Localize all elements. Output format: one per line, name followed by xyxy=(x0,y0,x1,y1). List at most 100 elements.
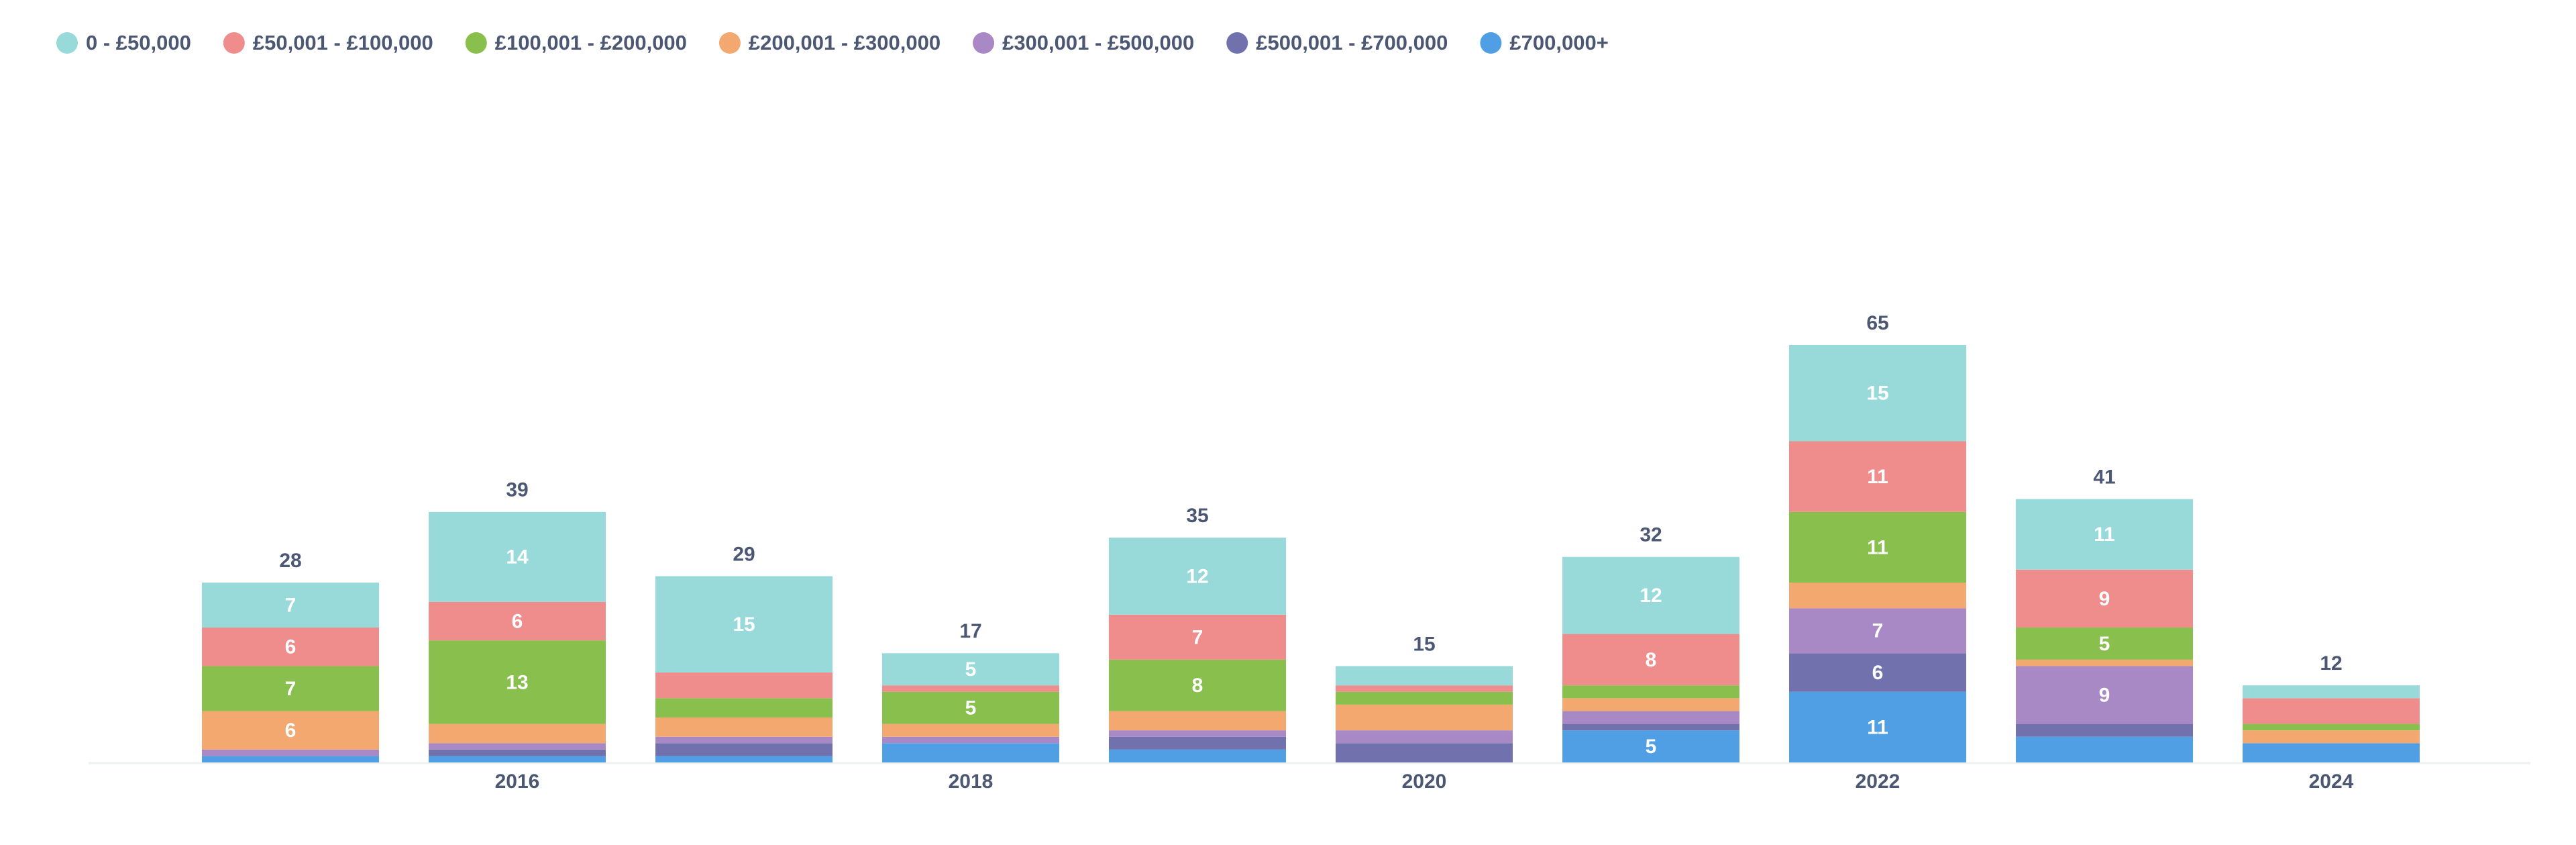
bar-segment[interactable] xyxy=(1562,634,1739,686)
bar-segment[interactable] xyxy=(2016,724,2193,737)
bar-segment[interactable] xyxy=(882,685,1059,692)
bar-segment[interactable] xyxy=(1562,711,1739,724)
bar-segment[interactable] xyxy=(1336,691,1513,705)
bar-segment[interactable] xyxy=(2016,499,2193,570)
x-tick-label: 2018 xyxy=(949,771,994,793)
bar-segment[interactable] xyxy=(1789,511,1966,583)
segment-label: 5 xyxy=(1646,736,1657,758)
segment-label: 8 xyxy=(1646,649,1657,671)
bar-segment[interactable] xyxy=(1562,730,1739,762)
bar-segment[interactable] xyxy=(1562,556,1739,634)
bar-segment[interactable] xyxy=(655,698,833,718)
bar-segment[interactable] xyxy=(429,756,606,762)
bar-segment[interactable] xyxy=(1336,743,1513,762)
legend-label[interactable]: £300,001 - £500,000 xyxy=(1002,31,1194,54)
bar-segment[interactable] xyxy=(202,749,379,756)
bar-segment[interactable] xyxy=(882,691,1059,724)
segment-label: 7 xyxy=(285,678,297,700)
bar-segment[interactable] xyxy=(1109,538,1286,615)
bar-segment[interactable] xyxy=(1109,614,1286,660)
segment-label: 15 xyxy=(733,613,755,636)
segment-label: 11 xyxy=(1867,536,1888,558)
segment-label: 13 xyxy=(506,671,528,693)
legend-swatch xyxy=(465,32,487,54)
bar-segment[interactable] xyxy=(429,601,606,641)
bar-segment[interactable] xyxy=(882,736,1059,744)
bar-segment[interactable] xyxy=(1336,704,1513,731)
segment-label: 15 xyxy=(1866,383,1888,405)
bar-segment[interactable] xyxy=(882,743,1059,762)
bar-segment[interactable] xyxy=(655,576,833,673)
legend-label[interactable]: £50,001 - £100,000 xyxy=(253,31,433,54)
bar-segment[interactable] xyxy=(1109,711,1286,731)
bar-segment[interactable] xyxy=(2016,666,2193,724)
bar-segment[interactable] xyxy=(2016,736,2193,762)
bar-segment[interactable] xyxy=(655,736,833,744)
bar-segment[interactable] xyxy=(1789,691,1966,762)
bar-segment[interactable] xyxy=(2016,659,2193,666)
bar-segment[interactable] xyxy=(655,717,833,737)
segment-label: 9 xyxy=(2099,588,2110,610)
bar-segment[interactable] xyxy=(2243,724,2420,731)
bar-segment[interactable] xyxy=(655,673,833,699)
bar-segment[interactable] xyxy=(1562,698,1739,711)
total-label: 28 xyxy=(279,550,301,572)
bar-segment[interactable] xyxy=(429,640,606,724)
legend-label[interactable]: 0 - £50,000 xyxy=(86,31,191,54)
bar-segment[interactable] xyxy=(429,511,606,602)
bar-segment[interactable] xyxy=(202,583,379,628)
bar-segment[interactable] xyxy=(429,743,606,750)
bar-segment[interactable] xyxy=(202,666,379,711)
bar-segment[interactable] xyxy=(1109,730,1286,737)
bar-segment[interactable] xyxy=(1562,685,1739,699)
segment-label: 14 xyxy=(506,546,529,568)
x-tick-label: 2016 xyxy=(495,771,540,793)
bar-segment[interactable] xyxy=(202,711,379,750)
segment-label: 6 xyxy=(285,636,297,658)
bar-segment[interactable] xyxy=(1789,441,1966,512)
segment-label: 6 xyxy=(1872,662,1884,684)
bar-segment[interactable] xyxy=(882,653,1059,686)
bar-segment[interactable] xyxy=(1109,736,1286,750)
bar-segment[interactable] xyxy=(429,749,606,756)
legend-label[interactable]: £200,001 - £300,000 xyxy=(749,31,941,54)
legend-swatch xyxy=(718,32,741,54)
bar-segment[interactable] xyxy=(2243,743,2420,762)
bar-segment[interactable] xyxy=(655,743,833,756)
segment-label: 7 xyxy=(285,594,297,616)
total-label: 35 xyxy=(1186,505,1208,527)
total-label: 29 xyxy=(733,543,755,565)
bar-segment[interactable] xyxy=(429,724,606,744)
bar-segment[interactable] xyxy=(1789,583,1966,609)
bar-segment[interactable] xyxy=(1109,749,1286,762)
segment-label: 5 xyxy=(965,697,977,719)
bar-segment[interactable] xyxy=(1789,344,1966,442)
x-tick-label: 2022 xyxy=(1856,771,1900,793)
bar-segment[interactable] xyxy=(2016,628,2193,660)
bar-segment[interactable] xyxy=(1562,724,1739,731)
legend-label[interactable]: £500,001 - £700,000 xyxy=(1256,31,1448,54)
bar-segment[interactable] xyxy=(202,628,379,666)
bar-segment[interactable] xyxy=(1109,659,1286,711)
bar-segment[interactable] xyxy=(1789,653,1966,692)
bar-segment[interactable] xyxy=(202,756,379,762)
segment-label: 7 xyxy=(1872,620,1884,642)
total-label: 65 xyxy=(1866,312,1888,334)
segment-label: 8 xyxy=(1192,675,1203,697)
bar-segment[interactable] xyxy=(2016,569,2193,628)
segment-label: 5 xyxy=(2099,633,2110,655)
legend-label[interactable]: £700,000+ xyxy=(1509,31,1608,54)
bar-segment[interactable] xyxy=(1789,608,1966,654)
bar-segment[interactable] xyxy=(1336,685,1513,692)
bar-segment[interactable] xyxy=(2243,685,2420,699)
bar-segment[interactable] xyxy=(882,724,1059,737)
bar-segment[interactable] xyxy=(1336,730,1513,744)
bar-segment[interactable] xyxy=(655,756,833,762)
bar-segment[interactable] xyxy=(2243,698,2420,724)
bar-segment[interactable] xyxy=(1336,666,1513,686)
total-label: 32 xyxy=(1640,524,1662,546)
segment-label: 6 xyxy=(512,610,523,632)
bar-segment[interactable] xyxy=(2243,730,2420,744)
segment-label: 6 xyxy=(285,719,297,742)
legend-label[interactable]: £100,001 - £200,000 xyxy=(495,31,687,54)
